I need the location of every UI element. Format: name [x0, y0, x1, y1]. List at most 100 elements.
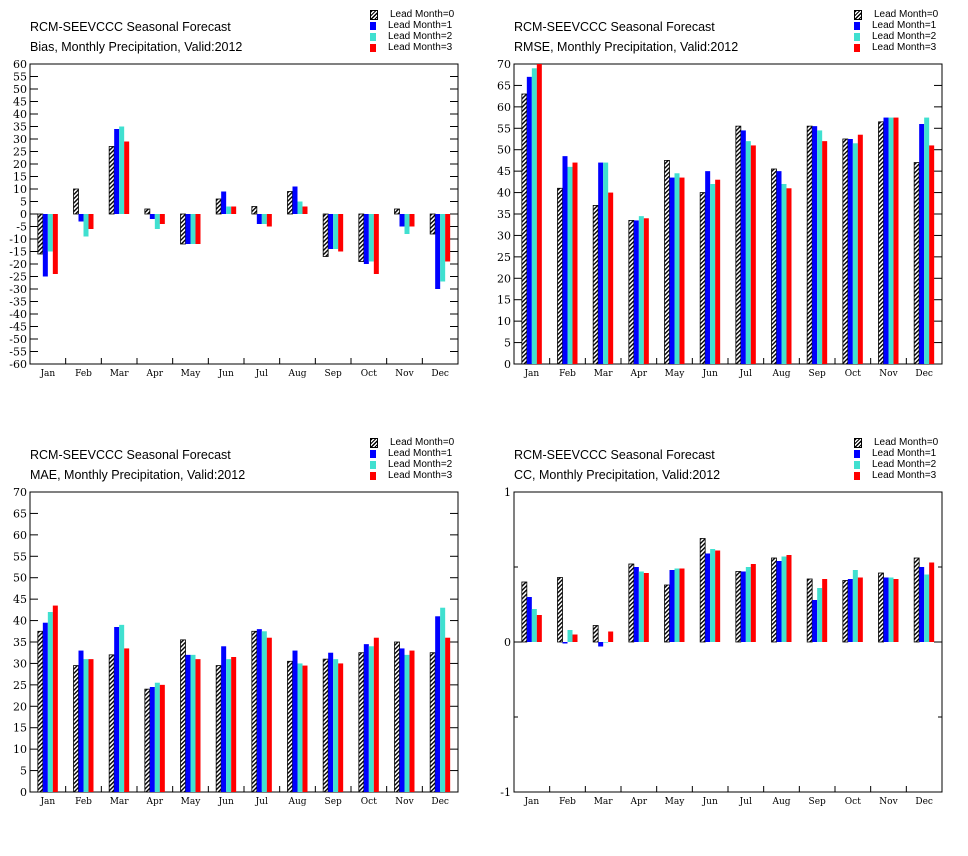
bar-aug-lead-2 [781, 184, 787, 364]
x-tick-label: Feb [559, 369, 576, 379]
bar-nov-lead-1 [883, 577, 889, 642]
x-tick-label: Aug [771, 797, 790, 807]
x-tick-label: Feb [75, 369, 92, 379]
bar-jan-lead-0 [37, 213, 44, 255]
y-tick-label: 40 [13, 615, 27, 628]
bar-feb-lead-2 [83, 659, 89, 792]
bar-sep-lead-2 [817, 588, 823, 642]
y-tick-label: 35 [13, 121, 27, 134]
bar-jan-lead-2 [47, 612, 53, 792]
y-tick-label: 5 [504, 337, 511, 350]
legend-label: Lead Month=1 [388, 448, 453, 459]
bar-sep-lead-3 [338, 663, 344, 792]
x-tick-label: Aug [287, 369, 306, 379]
bar-aug-lead-2 [297, 663, 303, 792]
legend-swatch [854, 460, 860, 469]
y-tick-label: 30 [497, 229, 511, 242]
bar-feb-lead-3 [88, 214, 94, 229]
bar-sep-lead-2 [333, 214, 339, 249]
y-tick-label: 60 [13, 529, 27, 542]
bar-jun-lead-2 [226, 206, 232, 214]
bar-oct-lead-3 [857, 134, 863, 364]
bar-dec-lead-3 [929, 145, 935, 364]
y-tick-label: 25 [13, 679, 27, 692]
bar-feb-lead-1 [78, 214, 84, 222]
bar-oct-lead-0 [358, 652, 365, 793]
bar-jan-lead-0 [521, 581, 528, 643]
bar-jan-lead-1 [526, 597, 532, 642]
y-tick-label: 0 [504, 636, 511, 649]
bar-jan-lead-1 [526, 76, 532, 364]
bar-apr-lead-2 [154, 682, 160, 792]
legend-swatch [854, 32, 860, 41]
bar-jun-lead-0 [215, 665, 222, 793]
bar-dec-lead-3 [445, 637, 451, 792]
bar-jul-lead-3 [750, 564, 756, 642]
x-tick-label: Nov [879, 797, 898, 807]
legend-item-lead-1: Lead Month=1 [370, 448, 452, 459]
y-tick-label: 40 [13, 108, 27, 121]
y-tick-label: -10 [9, 233, 27, 246]
y-tick-label: 55 [13, 71, 27, 84]
legend-label: Lead Month=1 [872, 20, 937, 31]
x-tick-label: Sep [325, 797, 342, 807]
x-tick-label: Feb [559, 797, 576, 807]
legend-item-lead-3: Lead Month=3 [854, 470, 936, 481]
y-tick-label: 0 [20, 208, 27, 221]
bar-sep-lead-1 [812, 126, 818, 365]
legend-label: Lead Month=3 [872, 470, 937, 481]
bar-may-lead-1 [669, 570, 675, 642]
x-tick-label: May [181, 797, 202, 807]
y-tick-label: 60 [13, 58, 27, 71]
legend-item-lead-3: Lead Month=3 [854, 42, 936, 53]
bar-jan-lead-0 [37, 630, 44, 793]
x-tick-label: May [181, 369, 202, 379]
y-tick-label: 65 [13, 507, 27, 520]
y-tick-label: 55 [13, 550, 27, 563]
x-tick-label: Mar [110, 797, 130, 807]
y-tick-label: 30 [13, 133, 27, 146]
bar-mar-lead-0 [592, 205, 599, 365]
bar-dec-lead-2 [924, 574, 930, 642]
y-tick-label: 10 [13, 743, 27, 756]
x-tick-label: Mar [110, 369, 130, 379]
plot-frame [29, 491, 459, 793]
bar-may-lead-1 [669, 177, 675, 364]
bar-sep-lead-1 [812, 600, 818, 642]
legend-swatch [370, 9, 378, 20]
legend-label: Lead Month=0 [874, 9, 939, 20]
bar-apr-lead-1 [149, 687, 155, 792]
legend-swatch [854, 9, 862, 20]
bar-feb-lead-0 [557, 577, 563, 643]
bar-sep-lead-3 [822, 579, 828, 642]
bar-apr-lead-3 [159, 214, 165, 224]
bar-sep-lead-1 [328, 214, 334, 249]
chart-panel-cc: RCM-SEEVCCC Seasonal Forecast CC, Monthl… [484, 428, 954, 828]
legend-item-lead-2: Lead Month=2 [370, 31, 452, 42]
legend-label: Lead Month=1 [872, 448, 937, 459]
x-tick-label: Jul [255, 369, 268, 379]
x-tick-label: Jun [702, 797, 718, 807]
y-tick-label: -50 [9, 333, 27, 346]
bar-may-lead-2 [674, 173, 680, 364]
bar-oct-lead-0 [842, 580, 849, 643]
bar-may-lead-0 [664, 160, 670, 365]
bar-jan-lead-2 [531, 609, 537, 642]
legend-item-lead-2: Lead Month=2 [854, 31, 936, 42]
bar-jun-lead-1 [221, 646, 227, 792]
x-tick-label: Aug [771, 369, 790, 379]
bar-jan-lead-3 [52, 605, 58, 792]
y-tick-label: 15 [497, 294, 511, 307]
y-tick-label: -1 [500, 786, 511, 799]
plot-frame [513, 63, 943, 365]
bar-mar-lead-0 [108, 146, 115, 215]
bar-apr-lead-0 [144, 688, 151, 793]
x-tick-label: Dec [431, 369, 449, 379]
bar-oct-lead-2 [368, 646, 374, 792]
bar-nov-lead-0 [878, 121, 884, 365]
bar-sep-lead-2 [333, 659, 339, 792]
bar-feb-lead-0 [557, 187, 563, 365]
bar-nov-lead-1 [399, 648, 405, 792]
legend-swatch [854, 437, 862, 448]
y-tick-label: -55 [9, 346, 27, 359]
